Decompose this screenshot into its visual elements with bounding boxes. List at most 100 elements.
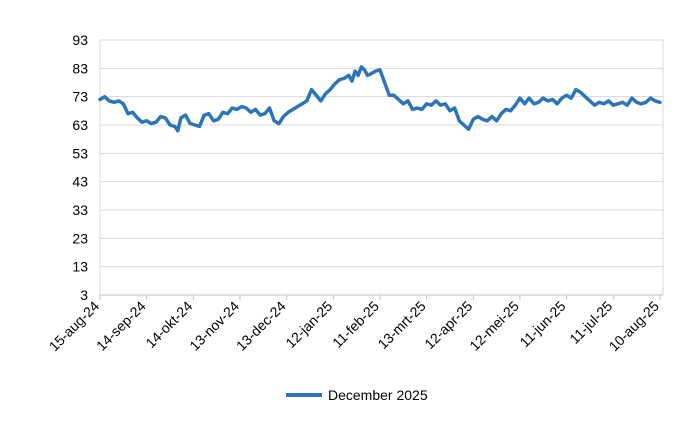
data-point: [388, 94, 391, 97]
data-point: [575, 88, 577, 91]
data-point: [449, 110, 451, 112]
data-point: [458, 120, 461, 122]
data-point: [212, 120, 215, 122]
data-point: [579, 91, 582, 94]
y-tick-label: 43: [72, 174, 88, 190]
data-point: [320, 100, 322, 102]
data-point: [334, 83, 336, 85]
data-point: [282, 115, 285, 118]
data-point: [366, 74, 369, 77]
data-point: [329, 88, 332, 91]
data-point: [108, 100, 111, 102]
y-tick-label: 83: [72, 60, 88, 76]
data-point: [164, 117, 167, 119]
data-point: [495, 120, 498, 122]
data-point: [649, 97, 652, 99]
data-point: [393, 94, 395, 97]
data-point: [561, 97, 563, 99]
data-point: [617, 103, 619, 105]
data-point: [407, 100, 409, 102]
y-tick-label: 33: [72, 202, 88, 218]
data-point: [278, 122, 280, 125]
data-point: [505, 108, 507, 111]
data-point: [155, 121, 157, 123]
legend-swatch: [286, 393, 322, 397]
data-point: [603, 103, 605, 105]
data-point: [486, 120, 489, 122]
y-tick-label: 73: [72, 89, 88, 105]
data-point: [463, 124, 465, 126]
data-point: [659, 101, 661, 104]
data-point: [379, 69, 381, 71]
data-point: [113, 101, 115, 104]
x-tick-label: 11-feb-25: [329, 298, 382, 351]
data-point: [122, 103, 125, 105]
data-point: [472, 118, 475, 121]
data-point: [117, 100, 120, 102]
data-point: [159, 115, 162, 118]
data-point: [250, 111, 252, 114]
data-point: [369, 73, 372, 75]
data-point: [127, 112, 129, 115]
data-point: [411, 108, 414, 111]
series-layer: [98, 65, 662, 133]
data-point: [528, 97, 530, 99]
data-point: [374, 70, 377, 72]
data-point: [136, 117, 139, 119]
data-point: [236, 108, 238, 111]
data-point: [145, 120, 148, 122]
data-point: [421, 108, 423, 111]
series-line: [98, 65, 662, 133]
data-point: [453, 107, 456, 109]
data-point: [264, 112, 266, 115]
y-tick-label: 3: [80, 287, 88, 303]
data-point: [169, 124, 171, 126]
data-point: [177, 129, 179, 132]
data-point: [467, 128, 470, 131]
data-point: [203, 114, 205, 116]
data-point: [184, 114, 187, 116]
y-tick-label: 63: [72, 117, 88, 133]
y-axis: 93 83 73 63 53 43 33 23 13 3: [72, 32, 88, 303]
data-point: [425, 103, 428, 105]
data-point: [194, 124, 196, 126]
data-point: [315, 94, 318, 97]
legend: December 2025: [286, 385, 428, 405]
data-point: [547, 100, 549, 102]
data-point: [584, 95, 586, 98]
data-point: [292, 108, 294, 111]
data-point: [430, 104, 433, 106]
data-point: [444, 103, 447, 105]
data-point: [287, 111, 290, 114]
data-point: [598, 101, 600, 104]
data-point: [231, 107, 233, 109]
data-point: [301, 103, 304, 105]
data-point: [607, 100, 610, 102]
data-point: [570, 97, 572, 99]
data-point: [537, 101, 540, 104]
x-tick-label: 13-nov-24: [186, 298, 242, 354]
data-point: [593, 104, 596, 106]
data-point: [435, 100, 437, 102]
data-point: [635, 101, 638, 104]
data-point: [226, 112, 229, 115]
data-point: [343, 77, 346, 80]
legend-label: December 2025: [328, 387, 428, 403]
data-point: [173, 125, 176, 128]
line-chart: 93 83 73 63 53 43 33 23 13 3 15-aug-2414-sep-2414…: [46, 32, 664, 355]
data-point: [416, 107, 419, 109]
data-point: [556, 103, 558, 105]
data-point: [357, 74, 360, 77]
data-point: [645, 101, 647, 104]
data-point: [514, 104, 517, 106]
data-point: [509, 110, 512, 112]
data-point: [519, 97, 521, 99]
data-point: [150, 122, 153, 125]
data-point: [491, 115, 493, 118]
data-point: [360, 66, 363, 68]
data-point: [338, 78, 341, 81]
data-point: [240, 105, 243, 108]
x-tick-label: 15-aug-24: [46, 298, 103, 355]
data-point: [141, 121, 143, 123]
data-point: [348, 74, 350, 77]
